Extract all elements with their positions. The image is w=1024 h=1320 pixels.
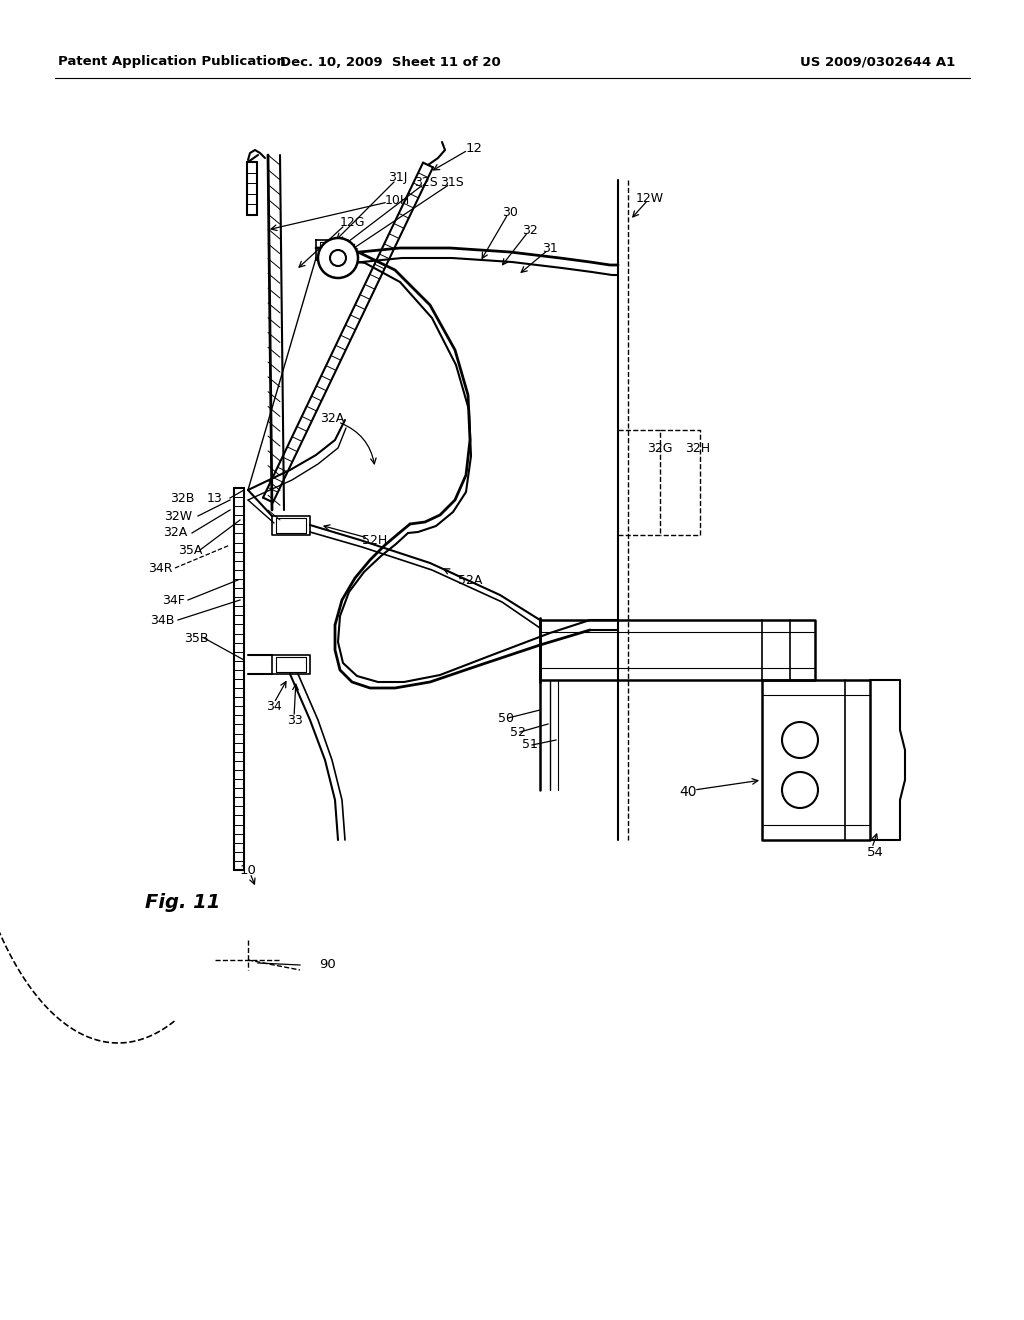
Text: 34: 34 bbox=[266, 700, 282, 713]
Text: 52H: 52H bbox=[362, 533, 388, 546]
Text: 51: 51 bbox=[522, 738, 538, 751]
Text: 10H: 10H bbox=[384, 194, 410, 206]
Text: US 2009/0302644 A1: US 2009/0302644 A1 bbox=[800, 55, 955, 69]
Text: 32G: 32G bbox=[647, 441, 673, 454]
Text: 31J: 31J bbox=[388, 172, 408, 185]
Text: 35B: 35B bbox=[183, 631, 208, 644]
Text: 10: 10 bbox=[240, 863, 256, 876]
Text: 32H: 32H bbox=[685, 441, 711, 454]
Text: 32A: 32A bbox=[163, 527, 187, 540]
Text: 31: 31 bbox=[542, 242, 558, 255]
Text: 30: 30 bbox=[502, 206, 518, 219]
Text: 34F: 34F bbox=[163, 594, 185, 606]
Text: 35A: 35A bbox=[178, 544, 202, 557]
Text: 54: 54 bbox=[866, 846, 884, 858]
Text: 33: 33 bbox=[287, 714, 303, 726]
Text: Fig. 11: Fig. 11 bbox=[145, 892, 220, 912]
Text: 13: 13 bbox=[207, 491, 223, 504]
Text: 34R: 34R bbox=[147, 561, 172, 574]
Text: 32W: 32W bbox=[164, 510, 193, 523]
Circle shape bbox=[318, 238, 358, 279]
Text: 90: 90 bbox=[319, 958, 336, 972]
Text: 40: 40 bbox=[679, 785, 696, 799]
Text: 52: 52 bbox=[510, 726, 526, 738]
Text: 31S: 31S bbox=[440, 176, 464, 189]
Text: Patent Application Publication: Patent Application Publication bbox=[58, 55, 286, 69]
Text: 32S: 32S bbox=[414, 176, 438, 189]
Text: 12G: 12G bbox=[339, 215, 365, 228]
Text: 12W: 12W bbox=[636, 191, 664, 205]
Text: 32A: 32A bbox=[319, 412, 344, 425]
Circle shape bbox=[330, 249, 346, 267]
Text: 34B: 34B bbox=[150, 614, 174, 627]
Text: 32B: 32B bbox=[170, 491, 195, 504]
Text: Dec. 10, 2009  Sheet 11 of 20: Dec. 10, 2009 Sheet 11 of 20 bbox=[280, 55, 501, 69]
Text: 32: 32 bbox=[522, 223, 538, 236]
Text: 12: 12 bbox=[466, 141, 482, 154]
Text: 52A: 52A bbox=[458, 573, 482, 586]
Text: 50: 50 bbox=[498, 711, 514, 725]
